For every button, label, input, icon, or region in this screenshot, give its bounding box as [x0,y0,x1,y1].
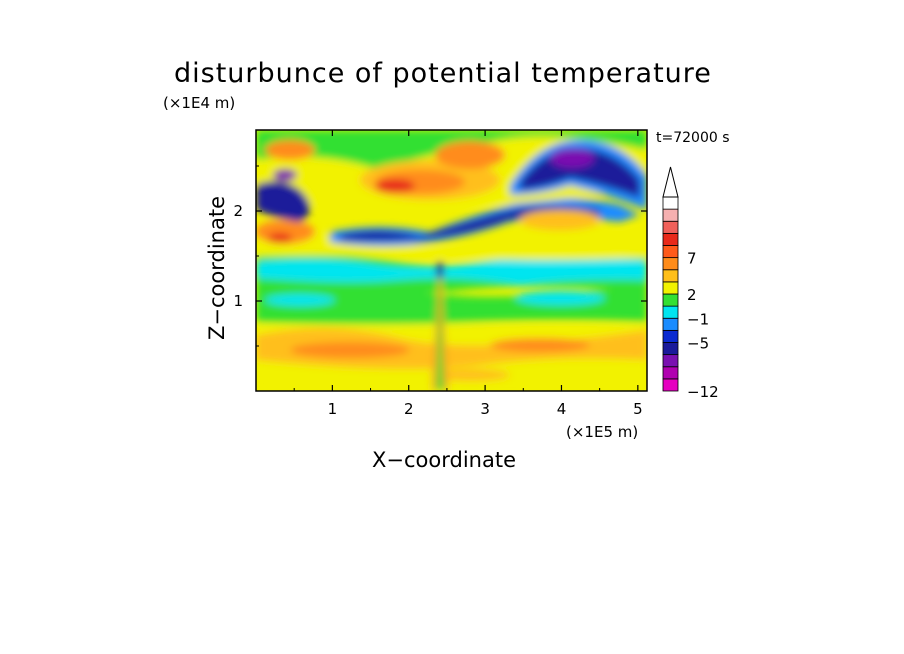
colorbar-swatch [662,329,679,343]
x-axis-label: X−coordinate [372,448,516,472]
colorbar-swatch [662,366,679,380]
x-axis-ticks: 1 2 3 4 5 [293,130,643,418]
y-axis-unit: (×1E4 m) [163,94,236,112]
colorbar-swatch [662,354,679,368]
colorbar-tick-label: −12 [687,383,719,401]
colorbar-swatch [662,342,679,356]
colorbar-swatch [662,257,679,271]
colorbar-swatch [662,208,679,222]
colorbar-swatch [662,269,679,283]
x-tick-label: 2 [404,400,414,418]
heatmap-field [256,130,647,391]
y-tick-label: 2 [233,202,243,220]
time-label: t=72000 s [656,130,730,146]
colorbar-swatch [662,305,679,319]
x-tick-label: 5 [633,400,643,418]
y-tick-label: 1 [233,292,243,310]
colorbar-swatch [662,245,679,259]
x-tick-label: 4 [557,400,567,418]
colorbar-tick-label: 7 [687,250,697,268]
colorbar-tick-label: −5 [687,335,709,353]
colorbar-swatch [662,378,679,392]
colorbar-swatch [662,293,679,307]
colorbar-swatch [662,281,679,295]
colorbar-swatch [662,232,679,246]
x-tick-label: 3 [480,400,490,418]
colorbar: 7 2 −1 −5 −12 [662,166,719,401]
y-axis-ticks: 12 [233,165,647,347]
plot-frame [255,129,648,392]
colorbar-swatch [662,220,679,234]
x-axis-unit: (×1E5 m) [566,423,639,441]
colorbar-swatch [662,196,679,210]
x-tick-label: 1 [328,400,338,418]
colorbar-swatch [662,317,679,331]
colorbar-tick-label: −1 [687,310,709,328]
colorbar-tick-label: 2 [687,286,697,304]
colorbar-extend-arrow [662,166,679,198]
chart-title: disturbunce of potential temperature [174,58,712,89]
